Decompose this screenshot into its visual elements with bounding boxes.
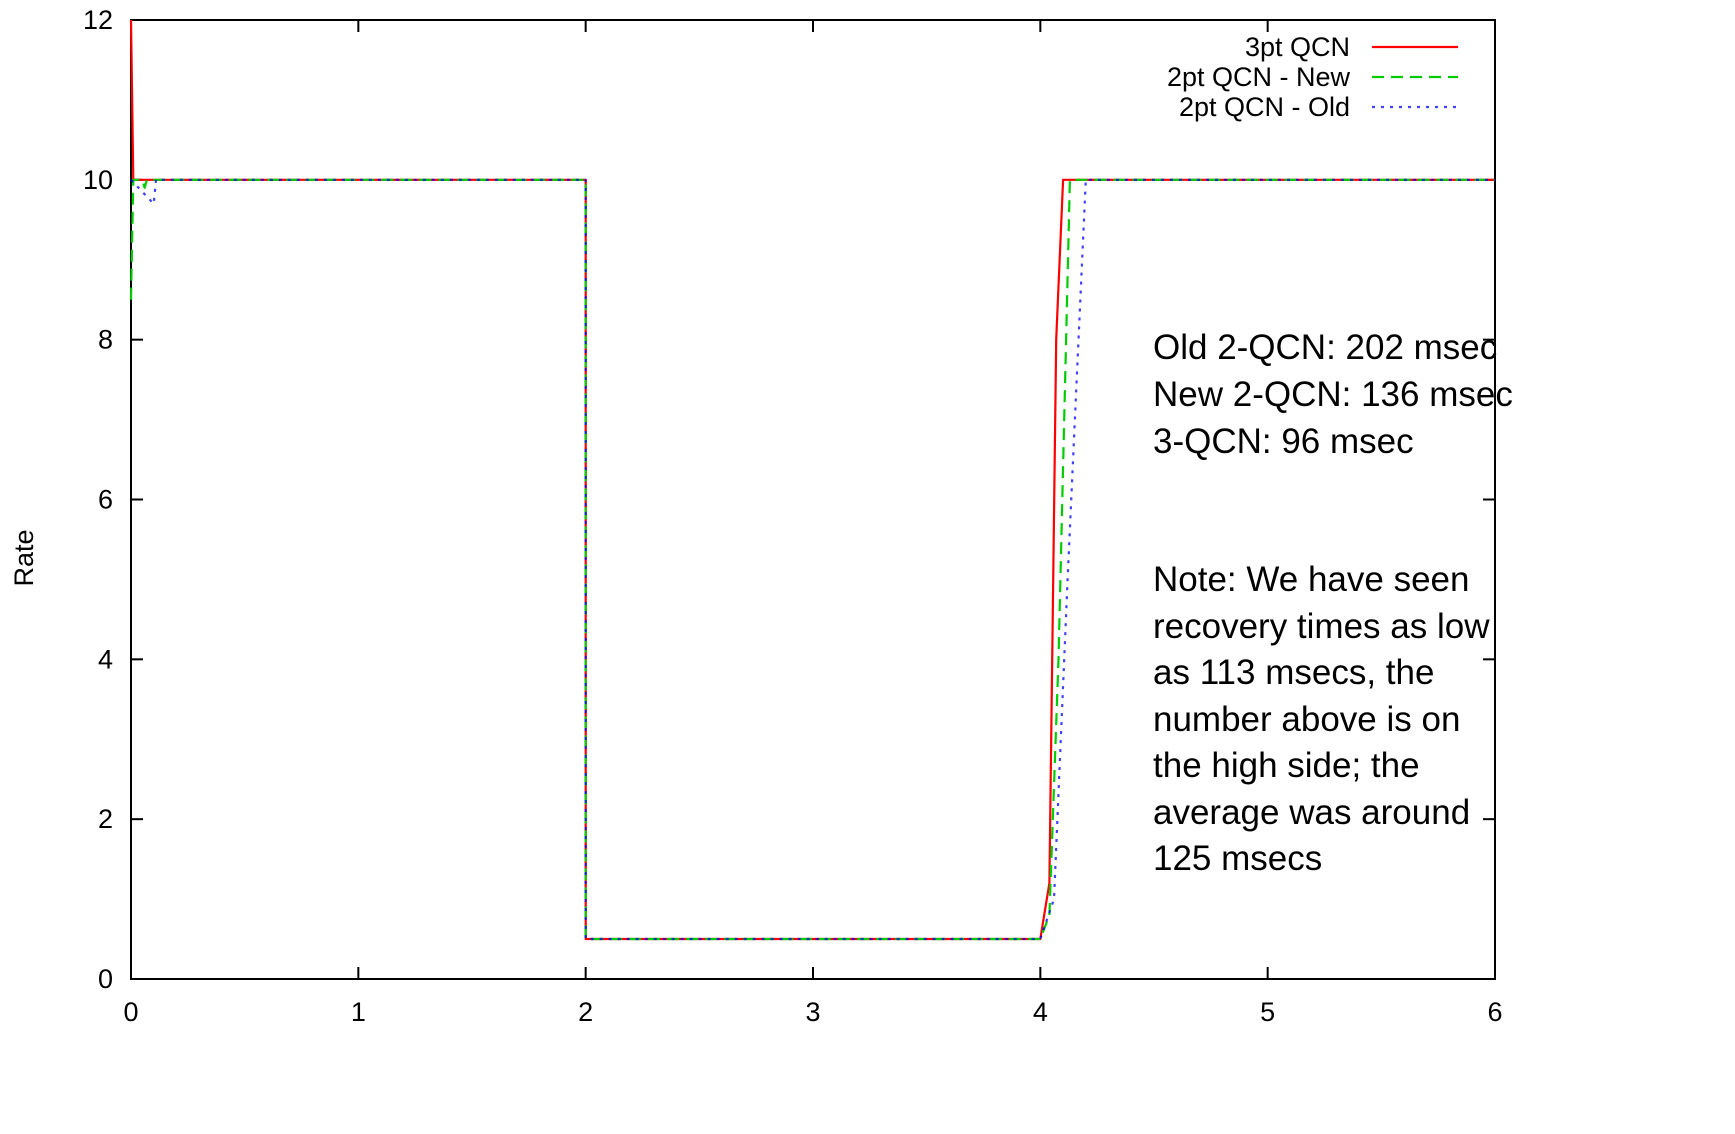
y-tick-label: 10 xyxy=(83,165,113,195)
x-tick-label: 3 xyxy=(805,997,820,1027)
y-tick-label: 8 xyxy=(98,325,113,355)
y-tick-label: 2 xyxy=(98,804,113,834)
legend-label: 3pt QCN xyxy=(1245,32,1350,62)
annotation-line: the high side; the xyxy=(1153,746,1420,785)
x-tick-label: 1 xyxy=(351,997,366,1027)
annotation-line: New 2-QCN: 136 msec xyxy=(1153,375,1513,414)
x-tick-label: 6 xyxy=(1487,997,1502,1027)
annotation-line: Note: We have seen xyxy=(1153,560,1470,599)
annotations: Old 2-QCN: 202 msec New 2-QCN: 136 msec 3-… xyxy=(1153,328,1513,878)
annotation-line: Old 2-QCN: 202 msec xyxy=(1153,328,1497,367)
x-tick-label: 2 xyxy=(578,997,593,1027)
plot-border xyxy=(130,19,1496,980)
y-tick-label: 0 xyxy=(98,964,113,994)
x-tick-label: 0 xyxy=(123,997,138,1027)
x-tick-label: 4 xyxy=(1033,997,1048,1027)
y-axis-label: Rate xyxy=(9,529,39,586)
annotation-line: 125 msecs xyxy=(1153,839,1322,878)
y-tick-label: 4 xyxy=(98,644,113,674)
annotation-line: as 113 msecs, the xyxy=(1153,653,1434,692)
legend-label: 2pt QCN - New xyxy=(1167,62,1351,92)
y-tick-label: 12 xyxy=(83,5,113,35)
series-line-1 xyxy=(129,19,1495,941)
annotation-line: average was around xyxy=(1153,793,1470,832)
annotation-line: 3-QCN: 96 msec xyxy=(1153,422,1414,461)
annotation-line: number above is on xyxy=(1153,700,1460,739)
x-tick-label: 5 xyxy=(1260,997,1275,1027)
legend-label: 2pt QCN - Old xyxy=(1179,92,1350,122)
plot-frame xyxy=(130,19,1496,980)
annotation-line: recovery times as low xyxy=(1153,607,1490,646)
series-line-3 xyxy=(130,178,1495,941)
y-tick-label: 6 xyxy=(98,485,113,515)
series-lines xyxy=(129,19,1495,941)
